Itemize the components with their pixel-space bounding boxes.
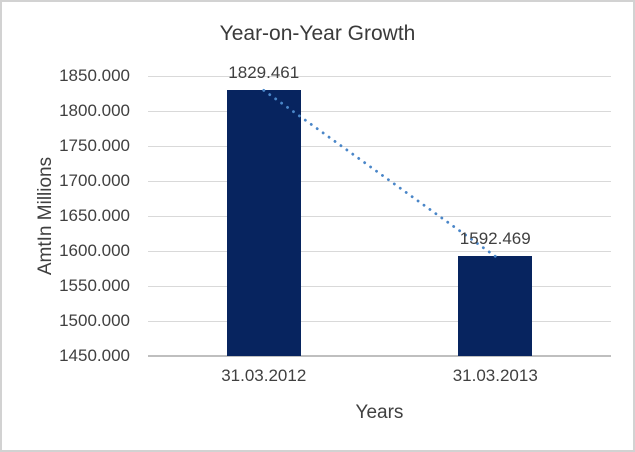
y-tick-label: 1600.000 bbox=[59, 241, 130, 260]
gridline bbox=[148, 286, 611, 287]
gridline bbox=[148, 321, 611, 322]
y-tick-label: 1850.000 bbox=[59, 66, 130, 85]
y-tick-label: 1800.000 bbox=[59, 101, 130, 120]
chart-title: Year-on-Year Growth bbox=[219, 22, 416, 45]
y-tick-label: 1650.000 bbox=[59, 206, 130, 225]
bar-31.03.2012 bbox=[226, 90, 301, 356]
gridline bbox=[148, 111, 611, 112]
y-tick-label: 1750.000 bbox=[59, 136, 130, 155]
gridline bbox=[148, 181, 611, 182]
y-tick-label: 1550.000 bbox=[59, 276, 130, 295]
x-tick-label: 31.03.2012 bbox=[221, 366, 307, 385]
gridline bbox=[148, 146, 611, 147]
gridline bbox=[148, 216, 611, 217]
x-axis-line bbox=[148, 355, 611, 357]
data-label: 1592.469 bbox=[459, 229, 531, 249]
data-label: 1829.461 bbox=[228, 63, 300, 83]
gridline bbox=[148, 76, 611, 77]
gridline bbox=[148, 251, 611, 252]
y-tick-label: 1450.000 bbox=[59, 346, 130, 365]
y-tick-label: 1500.000 bbox=[59, 311, 130, 330]
bar-31.03.2013 bbox=[458, 256, 533, 356]
trendline bbox=[262, 88, 497, 258]
x-axis-title: Years bbox=[355, 402, 404, 423]
y-tick-label: 1700.000 bbox=[59, 171, 130, 190]
x-tick-label: 31.03.2013 bbox=[452, 366, 538, 385]
